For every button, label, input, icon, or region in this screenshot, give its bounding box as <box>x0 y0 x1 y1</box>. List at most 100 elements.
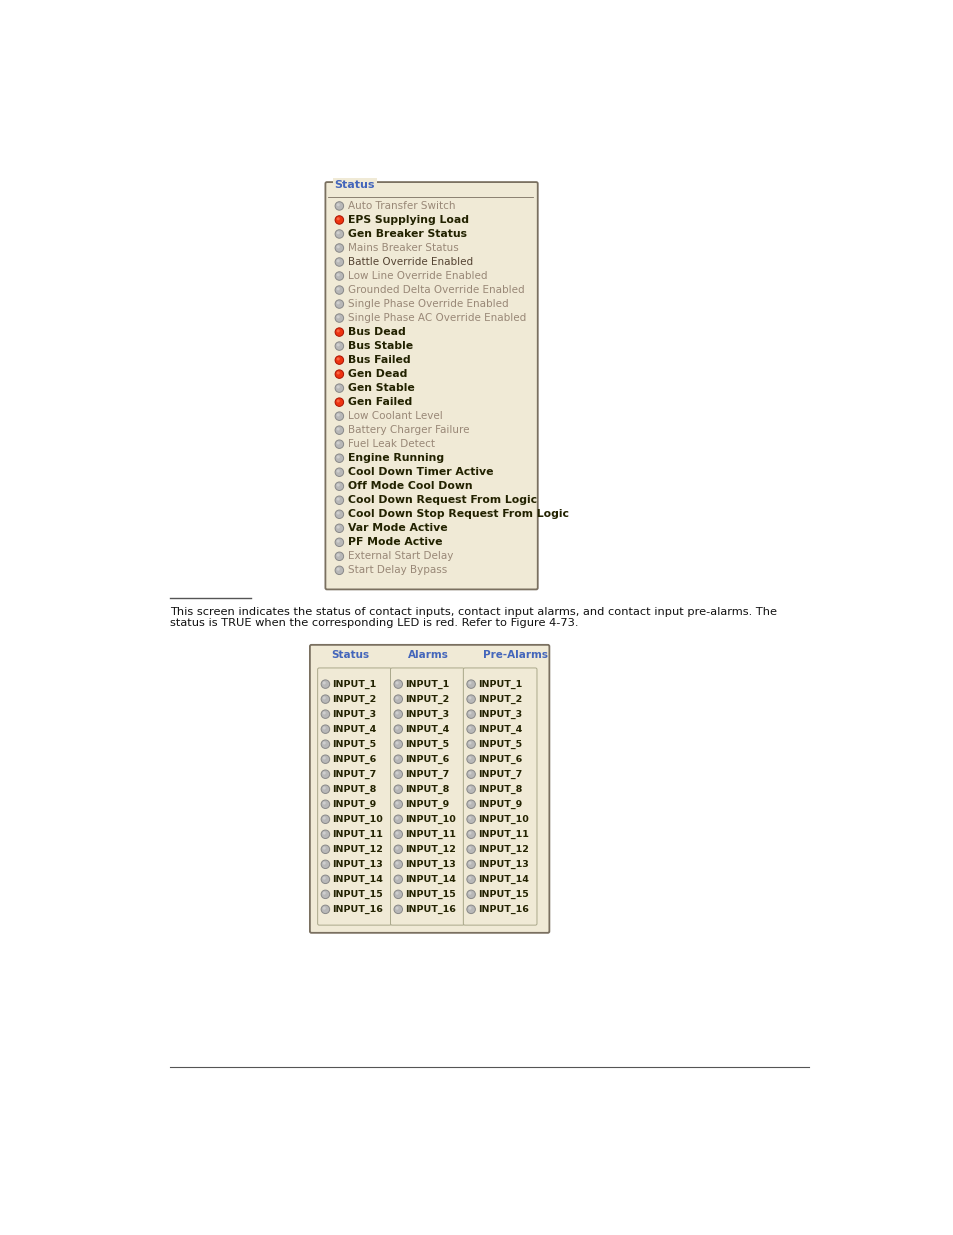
Circle shape <box>335 398 343 406</box>
Circle shape <box>321 755 330 763</box>
Text: Pre-Alarms: Pre-Alarms <box>482 651 547 661</box>
Text: INPUT_12: INPUT_12 <box>477 845 528 853</box>
Text: INPUT_16: INPUT_16 <box>405 905 456 914</box>
Circle shape <box>466 876 475 883</box>
Circle shape <box>335 201 343 210</box>
Circle shape <box>336 456 339 458</box>
Circle shape <box>336 204 339 206</box>
Circle shape <box>394 725 402 734</box>
Circle shape <box>335 285 343 294</box>
Circle shape <box>336 315 339 319</box>
Circle shape <box>466 740 475 748</box>
Circle shape <box>466 695 475 704</box>
Text: Bus Dead: Bus Dead <box>348 327 405 337</box>
Circle shape <box>335 216 343 225</box>
Circle shape <box>335 300 343 309</box>
Circle shape <box>395 906 398 910</box>
Circle shape <box>395 892 398 894</box>
Text: INPUT_7: INPUT_7 <box>405 769 449 779</box>
Circle shape <box>322 846 325 850</box>
Circle shape <box>335 524 343 532</box>
Circle shape <box>468 711 471 715</box>
Circle shape <box>336 526 339 529</box>
Circle shape <box>395 802 398 805</box>
Circle shape <box>322 682 325 684</box>
Circle shape <box>336 288 339 290</box>
Text: INPUT_5: INPUT_5 <box>332 740 376 748</box>
Text: INPUT_10: INPUT_10 <box>332 815 383 824</box>
Circle shape <box>321 905 330 914</box>
Circle shape <box>336 246 339 248</box>
Circle shape <box>336 511 339 515</box>
Text: INPUT_8: INPUT_8 <box>405 784 449 794</box>
Circle shape <box>321 680 330 688</box>
Circle shape <box>394 876 402 883</box>
Text: External Start Delay: External Start Delay <box>348 551 453 561</box>
Circle shape <box>336 399 339 403</box>
Text: INPUT_13: INPUT_13 <box>405 860 456 869</box>
Circle shape <box>468 726 471 730</box>
Circle shape <box>468 757 471 760</box>
FancyBboxPatch shape <box>317 668 391 925</box>
Circle shape <box>394 740 402 748</box>
Circle shape <box>335 243 343 252</box>
Text: Start Delay Bypass: Start Delay Bypass <box>348 566 447 576</box>
Text: INPUT_11: INPUT_11 <box>477 830 528 839</box>
Circle shape <box>336 441 339 445</box>
Text: INPUT_15: INPUT_15 <box>332 889 383 899</box>
Circle shape <box>468 772 471 774</box>
Text: INPUT_4: INPUT_4 <box>405 725 449 734</box>
Circle shape <box>321 800 330 809</box>
Circle shape <box>466 710 475 719</box>
Circle shape <box>466 755 475 763</box>
Text: Cool Down Stop Request From Logic: Cool Down Stop Request From Logic <box>348 509 568 519</box>
Circle shape <box>395 726 398 730</box>
Circle shape <box>321 830 330 839</box>
Circle shape <box>321 860 330 868</box>
Text: INPUT_5: INPUT_5 <box>405 740 449 748</box>
Circle shape <box>395 816 398 820</box>
Text: Gen Breaker Status: Gen Breaker Status <box>348 228 466 240</box>
Circle shape <box>335 342 343 351</box>
Circle shape <box>336 498 339 500</box>
Circle shape <box>321 740 330 748</box>
Text: INPUT_2: INPUT_2 <box>332 694 376 704</box>
Circle shape <box>336 357 339 361</box>
Text: INPUT_2: INPUT_2 <box>477 694 522 704</box>
Circle shape <box>335 566 343 574</box>
Circle shape <box>395 831 398 835</box>
Circle shape <box>395 682 398 684</box>
Text: INPUT_11: INPUT_11 <box>405 830 456 839</box>
Text: PF Mode Active: PF Mode Active <box>348 537 442 547</box>
Circle shape <box>335 370 343 378</box>
FancyBboxPatch shape <box>325 182 537 589</box>
Circle shape <box>321 769 330 778</box>
Circle shape <box>335 440 343 448</box>
Text: Alarms: Alarms <box>407 651 448 661</box>
Text: INPUT_6: INPUT_6 <box>477 755 522 763</box>
Circle shape <box>395 757 398 760</box>
Circle shape <box>335 314 343 322</box>
Text: INPUT_3: INPUT_3 <box>405 710 449 719</box>
Circle shape <box>321 815 330 824</box>
Circle shape <box>395 697 398 699</box>
Circle shape <box>466 785 475 793</box>
Text: Var Mode Active: Var Mode Active <box>348 524 447 534</box>
Text: Status: Status <box>331 651 369 661</box>
Text: INPUT_5: INPUT_5 <box>477 740 521 748</box>
Circle shape <box>336 553 339 557</box>
Circle shape <box>335 496 343 504</box>
Circle shape <box>336 372 339 374</box>
Circle shape <box>394 800 402 809</box>
Text: Gen Failed: Gen Failed <box>348 398 412 408</box>
Circle shape <box>468 906 471 910</box>
Circle shape <box>395 741 398 745</box>
Text: INPUT_10: INPUT_10 <box>405 815 456 824</box>
Text: status is TRUE when the corresponding LED is red. Refer to Figure 4-73.: status is TRUE when the corresponding LE… <box>170 618 578 627</box>
Text: INPUT_3: INPUT_3 <box>332 710 376 719</box>
Text: Gen Stable: Gen Stable <box>348 383 415 393</box>
Circle shape <box>395 862 398 864</box>
Circle shape <box>468 697 471 699</box>
Circle shape <box>466 860 475 868</box>
Circle shape <box>468 877 471 879</box>
